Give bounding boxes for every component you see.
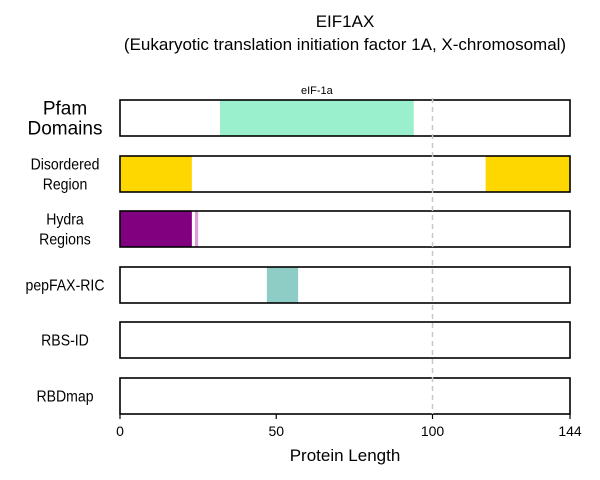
domain-segment [120, 211, 192, 247]
track-frame [119, 266, 571, 304]
x-tick-label: 144 [558, 423, 582, 439]
track-frame [119, 377, 571, 415]
track-label: Disordered [31, 156, 100, 174]
x-axis-label: Protein Length [290, 446, 401, 465]
track-label: RBS-ID [41, 332, 89, 350]
domain-annotation: eIF-1a [301, 85, 334, 97]
domain-segment [120, 156, 192, 192]
track-label: Region [43, 176, 88, 194]
track-row: pepFAX-RIC [25, 266, 571, 304]
track-row: RBS-ID [41, 321, 571, 359]
x-tick-label: 0 [116, 423, 124, 439]
track-label: Domains [28, 119, 103, 140]
domain-segment [195, 211, 199, 247]
track-frame [119, 210, 571, 248]
track-label: pepFAX-RIC [25, 277, 104, 295]
track-row: RBDmap [36, 377, 571, 415]
track-label: Regions [39, 231, 91, 249]
x-tick-label: 50 [268, 423, 284, 439]
track-frame [119, 321, 571, 359]
track-label: Pfam [43, 99, 87, 120]
track-row: Hydra Regions [39, 210, 571, 249]
track-label: Hydra [46, 211, 84, 229]
chart-title: EIF1AX [316, 12, 375, 31]
track-label: RBDmap [36, 388, 93, 406]
x-tick-label: 100 [421, 423, 445, 439]
chart-subtitle: (Eukaryotic translation initiation facto… [124, 35, 566, 54]
track-frame [119, 99, 571, 137]
track-frame [119, 155, 571, 193]
x-axis: 0 50 100 144 [116, 414, 582, 439]
domain-segment [485, 156, 570, 192]
track-row: Disordered Region [31, 155, 571, 194]
domain-segment [266, 267, 299, 303]
domain-segment [220, 100, 414, 136]
